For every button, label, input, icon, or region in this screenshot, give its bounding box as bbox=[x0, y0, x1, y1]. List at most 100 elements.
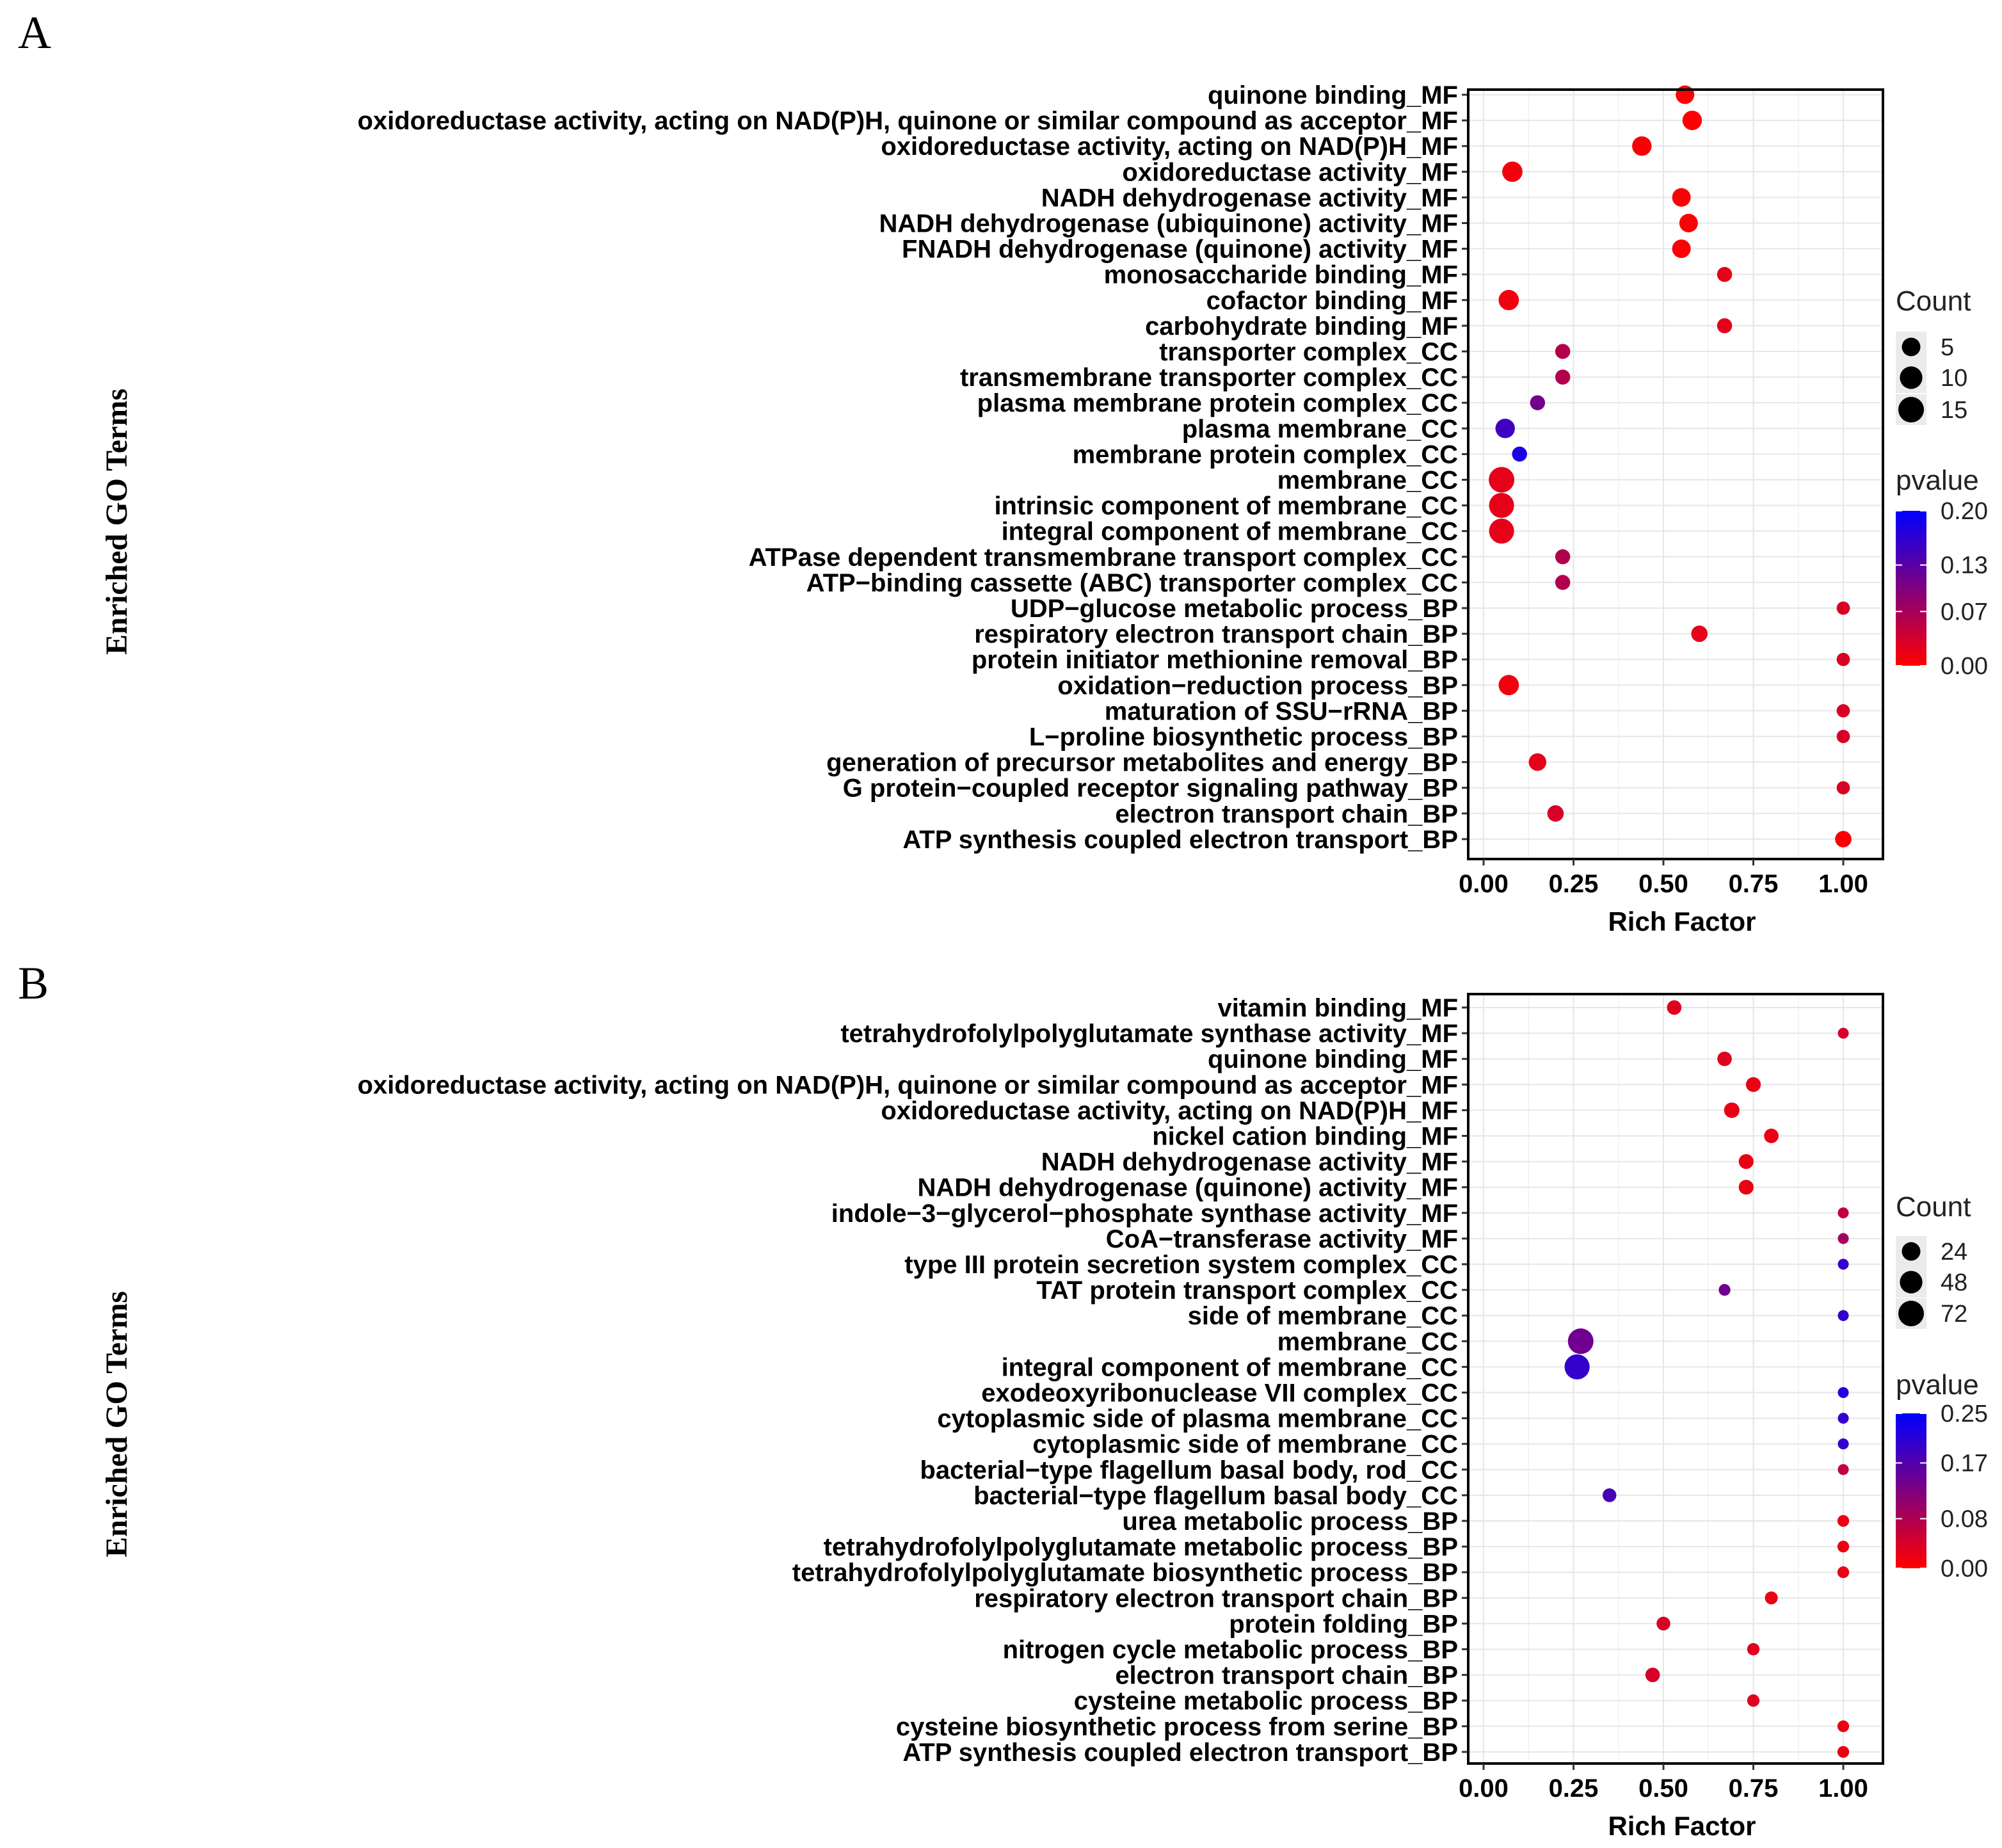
y-tick-label: oxidoreductase activity, acting on NAD(P… bbox=[881, 133, 1458, 161]
y-tick-label: protein initiator methionine removal_BP bbox=[972, 646, 1458, 674]
y-tick-label: maturation of SSU−rRNA_BP bbox=[1105, 697, 1458, 725]
panel-b: B Enriched GO Terms vitamin binding_MFtetr… bbox=[18, 958, 1988, 1841]
data-point bbox=[1717, 1051, 1732, 1066]
size-legend-dot bbox=[1902, 337, 1921, 357]
y-tick-label: NADH dehydrogenase activity_MF bbox=[1041, 1148, 1458, 1177]
data-point bbox=[1489, 518, 1514, 544]
color-legend-title: pvalue bbox=[1896, 465, 1979, 496]
data-point bbox=[1489, 493, 1514, 518]
y-tick-label: vitamin binding_MF bbox=[1217, 994, 1458, 1022]
y-tick-label: oxidoreductase activity_MF bbox=[1122, 158, 1458, 186]
size-legend-dot bbox=[1898, 397, 1924, 422]
data-point bbox=[1682, 110, 1702, 131]
y-tick-label: tetrahydrofolylpolyglutamate metabolic p… bbox=[824, 1533, 1458, 1561]
data-point bbox=[1764, 1129, 1779, 1143]
plot-background bbox=[1468, 90, 1883, 859]
y-tick-label: quinone binding_MF bbox=[1208, 81, 1458, 109]
data-point bbox=[1837, 1746, 1850, 1758]
plot-border bbox=[1467, 88, 1884, 860]
y-tick-label: electron transport chain_BP bbox=[1115, 1662, 1458, 1690]
y-tick-label: ATP synthesis coupled electron transport… bbox=[902, 1739, 1458, 1767]
y-tick-label: NADH dehydrogenase (quinone) activity_MF bbox=[917, 1174, 1458, 1202]
y-tick-label: type III protein secretion system comple… bbox=[904, 1251, 1458, 1279]
y-tick-label: cytoplasmic side of membrane_CC bbox=[1032, 1431, 1458, 1459]
data-point bbox=[1747, 1643, 1760, 1656]
size-legend-label: 24 bbox=[1941, 1239, 1967, 1265]
y-tick-label: oxidoreductase activity, acting on NAD(P… bbox=[357, 1071, 1458, 1099]
data-point bbox=[1656, 1616, 1670, 1631]
data-point bbox=[1602, 1488, 1617, 1502]
data-point bbox=[1837, 1720, 1850, 1732]
data-point bbox=[1745, 1077, 1761, 1092]
data-point bbox=[1564, 1354, 1590, 1380]
data-point bbox=[1836, 704, 1850, 718]
color-legend-bar bbox=[1896, 511, 1926, 666]
y-tick-label: carbohydrate binding_MF bbox=[1145, 312, 1458, 341]
size-legend-label: 48 bbox=[1941, 1269, 1967, 1296]
x-tick-label: 0.00 bbox=[1459, 1774, 1509, 1803]
y-axis-title: Enriched GO Terms bbox=[100, 389, 134, 655]
size-legend-dot bbox=[1902, 1242, 1921, 1261]
size-legend-title: Count bbox=[1896, 285, 1971, 317]
data-point bbox=[1672, 239, 1691, 259]
y-tick-label: cytoplasmic side of plasma membrane_CC bbox=[937, 1405, 1458, 1433]
color-legend-label: 0.20 bbox=[1941, 498, 1988, 525]
x-axis-title: Rich Factor bbox=[1608, 1811, 1756, 1841]
plot-border bbox=[1467, 993, 1884, 1765]
data-point bbox=[1632, 136, 1652, 156]
y-tick-label: TAT protein transport complex_CC bbox=[1036, 1276, 1458, 1305]
size-legend-label: 10 bbox=[1941, 365, 1967, 392]
data-point bbox=[1838, 1233, 1849, 1244]
size-legend-label: 15 bbox=[1941, 397, 1967, 424]
data-point bbox=[1667, 1000, 1682, 1015]
data-point bbox=[1555, 575, 1571, 590]
panel-label: A bbox=[18, 7, 51, 58]
size-legend-label: 5 bbox=[1941, 334, 1954, 361]
data-point bbox=[1555, 549, 1571, 565]
data-point bbox=[1502, 161, 1523, 182]
data-point bbox=[1645, 1667, 1660, 1682]
data-point bbox=[1838, 1258, 1849, 1270]
color-legend-label: 0.17 bbox=[1941, 1450, 1988, 1477]
data-point bbox=[1738, 1180, 1754, 1195]
y-tick-label: respiratory electron transport chain_BP bbox=[974, 1584, 1458, 1612]
panel-label: B bbox=[18, 958, 49, 1009]
data-point bbox=[1835, 831, 1852, 848]
y-tick-label: NADH dehydrogenase activity_MF bbox=[1041, 184, 1458, 212]
data-point bbox=[1512, 446, 1527, 462]
color-legend-label: 0.00 bbox=[1941, 1555, 1988, 1582]
x-tick-label: 0.50 bbox=[1638, 870, 1688, 898]
data-point bbox=[1691, 625, 1708, 642]
y-tick-label: integral component of membrane_CC bbox=[1002, 518, 1458, 546]
data-point bbox=[1724, 1102, 1740, 1118]
y-tick-label: quinone binding_MF bbox=[1208, 1045, 1458, 1073]
x-tick-label: 0.00 bbox=[1459, 870, 1509, 898]
y-tick-label: bacterial−type flagellum basal body_CC bbox=[973, 1482, 1458, 1510]
y-tick-label: transporter complex_CC bbox=[1159, 338, 1458, 366]
data-point bbox=[1838, 1413, 1849, 1424]
y-axis-title: Enriched GO Terms bbox=[100, 1291, 134, 1557]
x-axis-title: Rich Factor bbox=[1608, 906, 1756, 936]
size-legend-dot bbox=[1900, 366, 1923, 389]
y-tick-label: FNADH dehydrogenase (quinone) activity_M… bbox=[902, 236, 1458, 264]
color-legend-label: 0.13 bbox=[1941, 552, 1988, 579]
y-tick-label: transmembrane transporter complex_CC bbox=[960, 364, 1458, 392]
y-tick-label: indole−3−glycerol−phosphate synthase act… bbox=[831, 1200, 1458, 1228]
data-point bbox=[1838, 1027, 1849, 1039]
color-legend-label: 0.25 bbox=[1941, 1401, 1988, 1427]
data-point bbox=[1528, 753, 1547, 771]
color-legend-label: 0.00 bbox=[1941, 653, 1988, 680]
data-point bbox=[1836, 601, 1850, 615]
color-legend-title: pvalue bbox=[1896, 1369, 1979, 1401]
data-point bbox=[1838, 1207, 1849, 1219]
color-legend-label: 0.07 bbox=[1941, 599, 1988, 625]
plot-background bbox=[1468, 994, 1883, 1764]
data-point bbox=[1718, 1283, 1731, 1296]
size-legend-dot bbox=[1900, 1271, 1923, 1294]
y-tick-label: oxidoreductase activity, acting on NAD(P… bbox=[881, 1097, 1458, 1125]
data-point bbox=[1838, 1464, 1849, 1475]
data-point bbox=[1738, 1154, 1754, 1169]
data-point bbox=[1836, 730, 1850, 743]
data-point bbox=[1495, 419, 1515, 438]
